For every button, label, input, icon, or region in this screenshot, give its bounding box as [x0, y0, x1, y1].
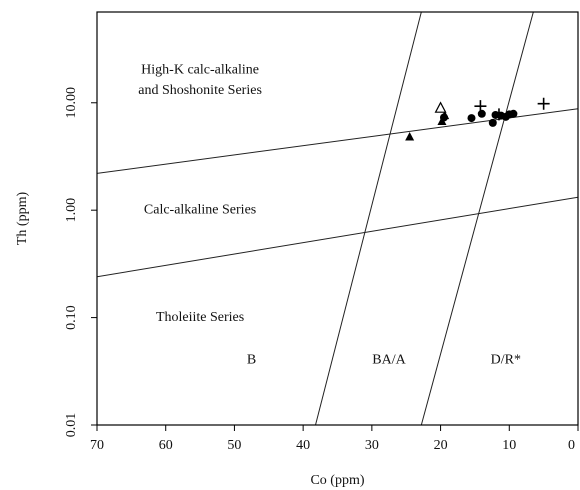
plot-frame — [96, 11, 579, 426]
circle-point — [509, 109, 518, 118]
triangle-point — [440, 110, 450, 120]
y-axis-ticks: 0.01 0.10 1.00 10.00 — [64, 87, 97, 437]
region-label-2: and Shoshonite Series — [138, 83, 262, 98]
triangle-point — [405, 132, 415, 141]
circle-point — [477, 109, 486, 118]
axes — [96, 11, 579, 426]
triangle-point — [437, 116, 447, 125]
boundary-lines — [97, 12, 578, 425]
x-tick-label: 40 — [296, 438, 310, 453]
y-tick-label: 0.01 — [64, 413, 79, 438]
y-tick-label: 0.10 — [64, 305, 79, 330]
region-label-1: High-K calc-alkaline — [141, 63, 259, 78]
region-label-5: B — [247, 353, 256, 368]
boundary-line-1 — [97, 108, 578, 174]
plus-point — [474, 100, 487, 113]
data-points — [405, 97, 550, 141]
plus-point — [537, 97, 550, 110]
y-tick-label: 1.00 — [64, 198, 79, 223]
x-tick-label: 60 — [159, 438, 173, 453]
region-label-3: Calc-alkaline Series — [144, 202, 256, 217]
region-label-4: Tholeiite Series — [156, 310, 244, 325]
open-triangle-point — [434, 101, 447, 113]
boundary-line-4 — [420, 12, 534, 425]
plus-point — [492, 108, 505, 121]
x-axis-title: Co (ppm) — [310, 473, 364, 488]
region-label-6: BA/A — [372, 353, 406, 368]
y-axis-title: Th (ppm) — [15, 192, 30, 246]
x-tick-label: 0 — [568, 438, 575, 453]
x-tick-label: 50 — [227, 438, 241, 453]
x-tick-label: 30 — [365, 438, 379, 453]
boundary-line-2 — [97, 196, 578, 278]
region-label-7: D/R* — [491, 353, 521, 368]
x-tick-label: 10 — [502, 438, 516, 453]
x-tick-label: 20 — [434, 438, 448, 453]
y-tick-label: 10.00 — [64, 87, 79, 119]
boundary-line-3 — [315, 12, 422, 425]
x-axis-ticks: 70 60 50 40 30 20 10 0 — [90, 425, 579, 453]
region-labels: High-K calc-alkaline and Shoshonite Serie… — [138, 63, 521, 368]
circle-point — [488, 118, 497, 127]
circle-point — [467, 114, 476, 123]
x-tick-label: 70 — [90, 438, 104, 453]
